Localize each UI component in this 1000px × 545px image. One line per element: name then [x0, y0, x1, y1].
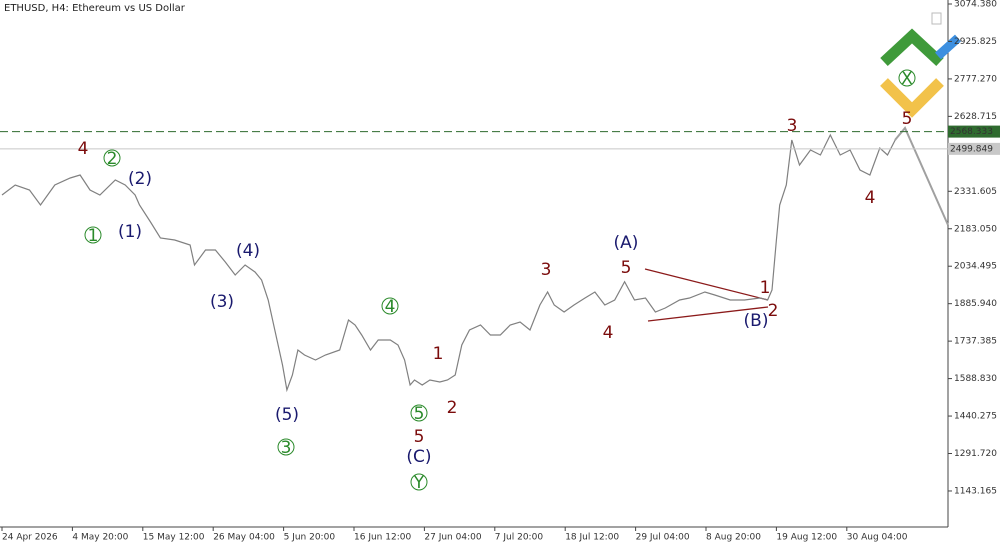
y-tick-label: 1588.830 — [954, 374, 997, 384]
wave-label: (3) — [210, 292, 234, 312]
x-tick-label: 7 Jul 20:00 — [495, 533, 544, 543]
wave-label: 3 — [281, 438, 292, 458]
level-label-box — [948, 125, 1000, 138]
price-line — [1, 133, 896, 393]
wave-label: 3 — [787, 116, 798, 136]
y-tick-label: 2777.270 — [954, 74, 997, 84]
wave-label: (4) — [236, 241, 260, 261]
logo-green — [880, 28, 944, 67]
y-tick-label: 2034.495 — [954, 262, 997, 272]
wave-label: 1 — [433, 344, 444, 364]
x-tick-label: 26 May 04:00 — [213, 533, 275, 543]
wave-circle — [84, 226, 102, 244]
wave-label: (A) — [614, 233, 639, 253]
y-tick-label: 2183.050 — [954, 224, 997, 234]
x-tick-label: 4 May 20:00 — [72, 533, 128, 543]
y-tick-label: 1291.720 — [954, 449, 997, 459]
level-label-box — [948, 142, 1000, 155]
wave-circle — [381, 297, 399, 315]
wave-label: (1) — [118, 222, 142, 242]
wave-label: 2 — [107, 149, 118, 169]
logo — [880, 28, 962, 118]
wave-circle — [277, 438, 295, 456]
wave-label: (B) — [744, 311, 769, 331]
wave-label: 3 — [541, 260, 552, 280]
level-label: 2499.849 — [950, 144, 993, 154]
wave-label: 1 — [88, 226, 99, 246]
chart-title: ETHUSD, H4: Ethereum vs US Dollar — [4, 3, 186, 14]
logo-blue — [934, 34, 962, 60]
x-tick-label: 24 Apr 2026 — [2, 533, 58, 543]
wave-label: 1 — [760, 278, 771, 298]
wave-label: 5 — [414, 427, 425, 447]
wave-label: Y — [413, 473, 425, 493]
x-tick-label: 15 May 12:00 — [143, 533, 205, 543]
wave-label: 4 — [78, 139, 89, 159]
wave-label: 4 — [385, 297, 396, 317]
wave-label: 4 — [603, 323, 614, 343]
x-tick-label: 8 Aug 20:00 — [706, 533, 761, 543]
y-tick-label: 1143.165 — [954, 486, 997, 496]
wave-label: (C) — [406, 447, 431, 467]
wave-label: 5 — [414, 404, 425, 424]
x-tick-label: 5 Jun 20:00 — [284, 533, 336, 543]
x-tick-label: 30 Aug 04:00 — [847, 533, 908, 543]
y-tick-label: 1440.275 — [954, 412, 997, 422]
wave-circle — [410, 473, 428, 491]
x-tick-label: 16 Jun 12:00 — [354, 533, 411, 543]
wave-circle — [410, 404, 428, 422]
x-tick-label: 19 Aug 12:00 — [776, 533, 837, 543]
x-tick-label: 29 Jul 04:00 — [636, 533, 690, 543]
wave-label: (2) — [128, 169, 152, 189]
wave-label: X — [901, 69, 913, 89]
y-tick-label: 2628.715 — [954, 112, 997, 122]
wave-label: 2 — [447, 398, 458, 418]
scroll-icon — [931, 12, 942, 25]
y-tick-label: 3074.380 — [954, 0, 997, 9]
y-tick-label: 1737.385 — [954, 337, 997, 347]
x-tick-label: 27 Jun 04:00 — [424, 533, 481, 543]
wave-circle — [898, 69, 916, 87]
wave-label: (5) — [275, 405, 299, 425]
y-tick-label: 1885.940 — [954, 299, 997, 309]
wave-label: 4 — [865, 188, 876, 208]
x-tick-label: 18 Jul 12:00 — [565, 533, 619, 543]
wave-label: 5 — [621, 258, 632, 278]
y-tick-label: 2331.605 — [954, 187, 997, 197]
trend-line — [644, 268, 769, 301]
logo-yellow — [880, 78, 944, 118]
wave-circle — [103, 149, 121, 167]
wave-label: 2 — [768, 301, 779, 321]
y-tick-label: 2925.825 — [954, 37, 997, 47]
wave-label: 5 — [902, 109, 913, 129]
projection-line — [894, 126, 949, 226]
trend-line — [647, 306, 769, 322]
level-label: 2568.333 — [950, 127, 993, 137]
